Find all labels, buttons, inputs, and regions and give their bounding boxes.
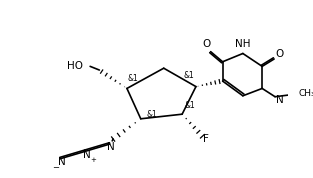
- Text: &1: &1: [128, 74, 139, 83]
- Text: CH₃: CH₃: [299, 90, 313, 98]
- Text: &1: &1: [146, 110, 157, 119]
- Text: &1: &1: [185, 101, 196, 110]
- Text: +: +: [90, 157, 96, 163]
- Text: N: N: [58, 157, 65, 167]
- Text: NH: NH: [235, 39, 251, 49]
- Text: N: N: [276, 95, 284, 105]
- Text: O: O: [275, 49, 284, 59]
- Text: −: −: [52, 163, 59, 172]
- Text: &1: &1: [183, 71, 194, 80]
- Text: O: O: [202, 39, 210, 49]
- Text: N: N: [83, 150, 90, 160]
- Text: HO: HO: [67, 61, 83, 71]
- Text: F: F: [203, 134, 209, 144]
- Text: N: N: [107, 142, 115, 152]
